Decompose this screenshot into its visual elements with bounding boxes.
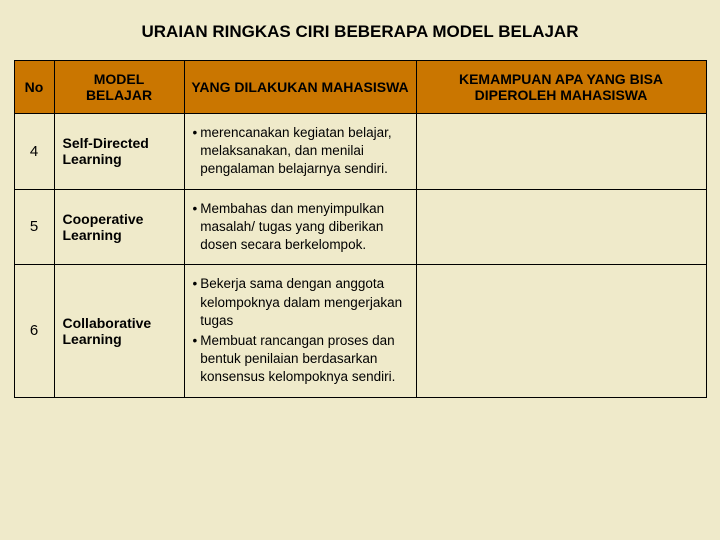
page-title: URAIAN RINGKAS CIRI BEBERAPA MODEL BELAJ…	[0, 0, 720, 60]
bullet-dot-icon: •	[193, 275, 201, 293]
table-row: 6 Collaborative Learning • Bekerja sama …	[14, 265, 706, 397]
table-row: 4 Self-Directed Learning • merencanakan …	[14, 114, 706, 190]
header-yang: YANG DILAKUKAN MAHASISWA	[184, 61, 416, 114]
learning-model-table: No MODEL BELAJAR YANG DILAKUKAN MAHASISW…	[14, 60, 707, 398]
cell-kem	[416, 114, 706, 190]
bullet-dot-icon: •	[193, 332, 201, 350]
cell-yang: • merencanakan kegiatan belajar, melaksa…	[184, 114, 416, 190]
bullet-text: merencanakan kegiatan belajar, melaksana…	[200, 124, 405, 179]
cell-no: 4	[14, 114, 54, 190]
cell-kem	[416, 189, 706, 265]
cell-model: Self-Directed Learning	[54, 114, 184, 190]
table-row: 5 Cooperative Learning • Membahas dan me…	[14, 189, 706, 265]
cell-model: Collaborative Learning	[54, 265, 184, 397]
table-header-row: No MODEL BELAJAR YANG DILAKUKAN MAHASISW…	[14, 61, 706, 114]
cell-yang: • Membahas dan menyimpulkan masalah/ tug…	[184, 189, 416, 265]
cell-kem	[416, 265, 706, 397]
cell-yang: • Bekerja sama dengan anggota kelompokny…	[184, 265, 416, 397]
header-kem: KEMAMPUAN APA YANG BISA DIPEROLEH MAHASI…	[416, 61, 706, 114]
cell-no: 5	[14, 189, 54, 265]
bullet-item: • Membuat rancangan proses dan bentuk pe…	[193, 332, 406, 387]
bullet-text: Membuat rancangan proses dan bentuk peni…	[200, 332, 405, 387]
bullet-dot-icon: •	[193, 124, 201, 142]
bullet-text: Membahas dan menyimpulkan masalah/ tugas…	[200, 200, 405, 255]
header-model: MODEL BELAJAR	[54, 61, 184, 114]
bullet-dot-icon: •	[193, 200, 201, 218]
bullet-item: • merencanakan kegiatan belajar, melaksa…	[193, 124, 406, 179]
header-no: No	[14, 61, 54, 114]
cell-no: 6	[14, 265, 54, 397]
bullet-item: • Membahas dan menyimpulkan masalah/ tug…	[193, 200, 406, 255]
bullet-item: • Bekerja sama dengan anggota kelompokny…	[193, 275, 406, 330]
cell-model: Cooperative Learning	[54, 189, 184, 265]
bullet-text: Bekerja sama dengan anggota kelompoknya …	[200, 275, 405, 330]
